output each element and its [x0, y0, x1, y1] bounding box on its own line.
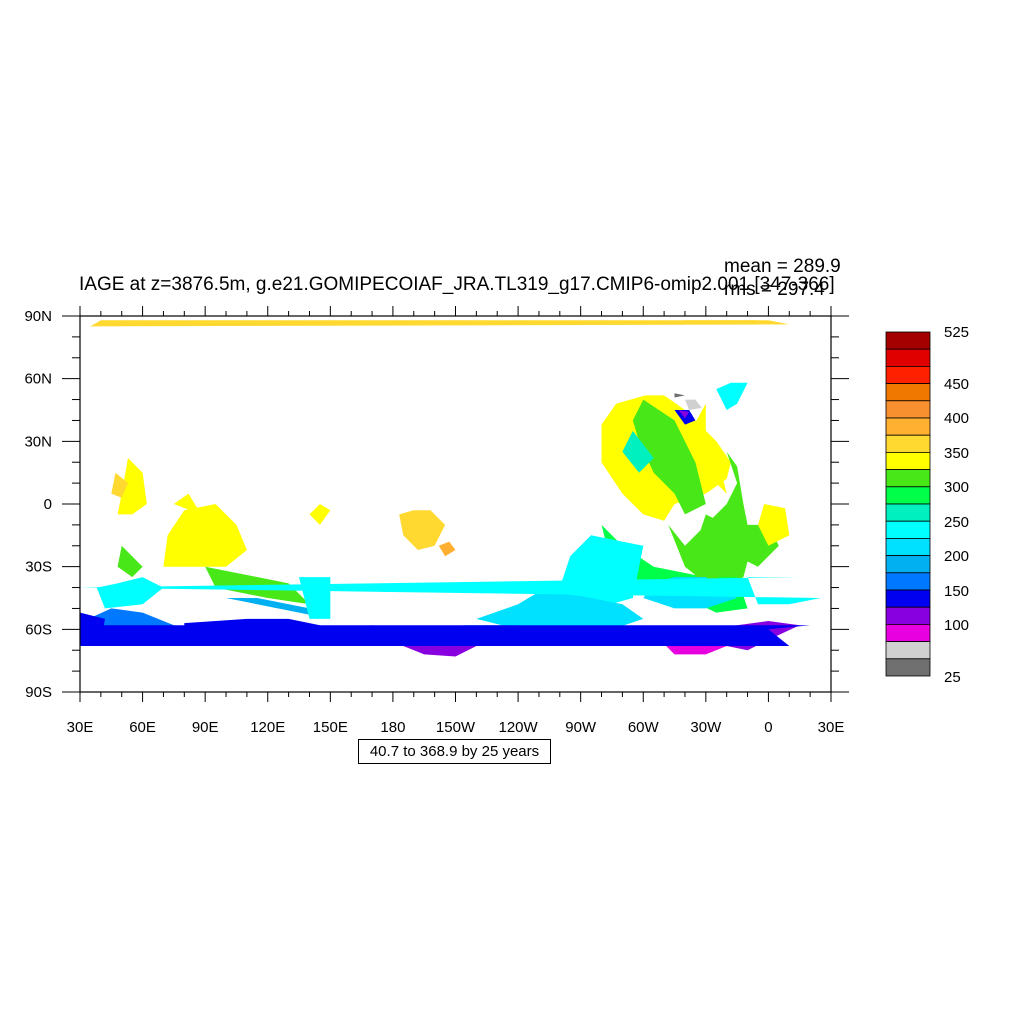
field-region — [695, 514, 727, 584]
colorbar-swatch — [885, 589, 931, 608]
y-tick-label: 60N — [24, 371, 52, 388]
x-tick-label: 0 — [764, 719, 772, 736]
colorbar-swatch — [885, 400, 931, 419]
field-region — [716, 382, 748, 410]
x-tick-label: 30E — [67, 719, 94, 736]
colorbar-swatch — [885, 503, 931, 522]
colorbar-label: 450 — [944, 376, 969, 393]
colorbar-label: 200 — [944, 548, 969, 565]
x-tick-label: 90E — [192, 719, 219, 736]
contour-info-box: 40.7 to 368.9 by 25 years — [358, 739, 551, 764]
colorbar-swatch — [885, 331, 931, 350]
y-tick-label: 30N — [24, 433, 52, 450]
field-region — [226, 598, 331, 619]
colorbar-label: 400 — [944, 410, 969, 427]
field-region — [111, 472, 128, 498]
rms-stat: rms = 297.4 — [724, 279, 825, 300]
colorbar-label: 25 — [944, 669, 961, 686]
colorbar-label: 250 — [944, 514, 969, 531]
field-region — [678, 410, 690, 419]
colorbar: 525 450 400 350 300 250 200 150 100 25 — [885, 324, 969, 686]
field-region — [90, 320, 790, 327]
colorbar-swatch — [885, 572, 931, 591]
x-tick-label: 30W — [690, 719, 722, 736]
chart-title: IAGE at z=3876.5m, g.e21.GOMIPECOIAF_JRA… — [79, 274, 835, 295]
field-region — [685, 320, 758, 325]
y-tick-label: 30S — [25, 559, 52, 576]
colorbar-swatch — [885, 658, 931, 677]
x-tick-label: 60E — [129, 719, 156, 736]
colorbar-swatch — [885, 417, 931, 436]
colorbar-swatch — [885, 538, 931, 557]
colorbar-swatch — [885, 365, 931, 384]
y-tick-label: 90S — [25, 684, 52, 701]
colorbar-swatch — [885, 486, 931, 505]
field-region — [438, 541, 456, 557]
colorbar-label: 100 — [944, 617, 969, 634]
y-tick-label: 90N — [24, 308, 52, 325]
axis-ticks: 30E 60E 90E 120E 150E 180 150W 120W 90W 60W 30W 0 30… — [24, 306, 849, 736]
field-region — [476, 591, 644, 634]
x-tick-label: 30E — [818, 719, 845, 736]
field-region — [685, 403, 727, 494]
y-tick-label: 0 — [44, 496, 52, 513]
field-region — [80, 577, 821, 605]
field-region — [96, 577, 164, 609]
colorbar-swatch — [885, 606, 931, 625]
x-tick-label: 90W — [565, 719, 597, 736]
field-region — [309, 504, 331, 525]
field-region — [758, 504, 790, 546]
field-region — [674, 393, 685, 398]
y-tick-label: 60S — [25, 621, 52, 638]
x-tick-label: 120W — [498, 719, 538, 736]
colorbar-swatch — [885, 624, 931, 643]
field-region — [622, 430, 654, 473]
colorbar-label: 350 — [944, 445, 969, 462]
field-region — [117, 545, 143, 578]
field-region — [173, 493, 201, 515]
field-region — [117, 458, 147, 515]
colorbar-swatch — [885, 451, 931, 470]
colorbar-swatch — [885, 555, 931, 574]
field-region — [668, 451, 752, 588]
x-tick-label: 60W — [628, 719, 660, 736]
field-region — [685, 399, 702, 410]
field-region — [163, 504, 247, 567]
colorbar-swatch — [885, 383, 931, 402]
colorbar-label: 525 — [944, 324, 969, 341]
field-region — [632, 399, 706, 515]
map-fill-layer — [80, 320, 821, 657]
x-tick-label: 150E — [313, 719, 348, 736]
colorbar-swatch — [885, 520, 931, 539]
colorbar-swatch — [885, 641, 931, 660]
colorbar-swatch — [885, 469, 931, 488]
x-tick-label: 180 — [380, 719, 405, 736]
colorbar-swatch — [885, 434, 931, 453]
field-region — [399, 510, 446, 550]
x-tick-label: 120E — [250, 719, 285, 736]
field-region — [80, 625, 811, 646]
colorbar-label: 150 — [944, 583, 969, 600]
colorbar-swatch — [885, 348, 931, 367]
x-tick-label: 150W — [436, 719, 476, 736]
mean-stat: mean = 289.9 — [724, 256, 841, 277]
colorbar-label: 300 — [944, 479, 969, 496]
